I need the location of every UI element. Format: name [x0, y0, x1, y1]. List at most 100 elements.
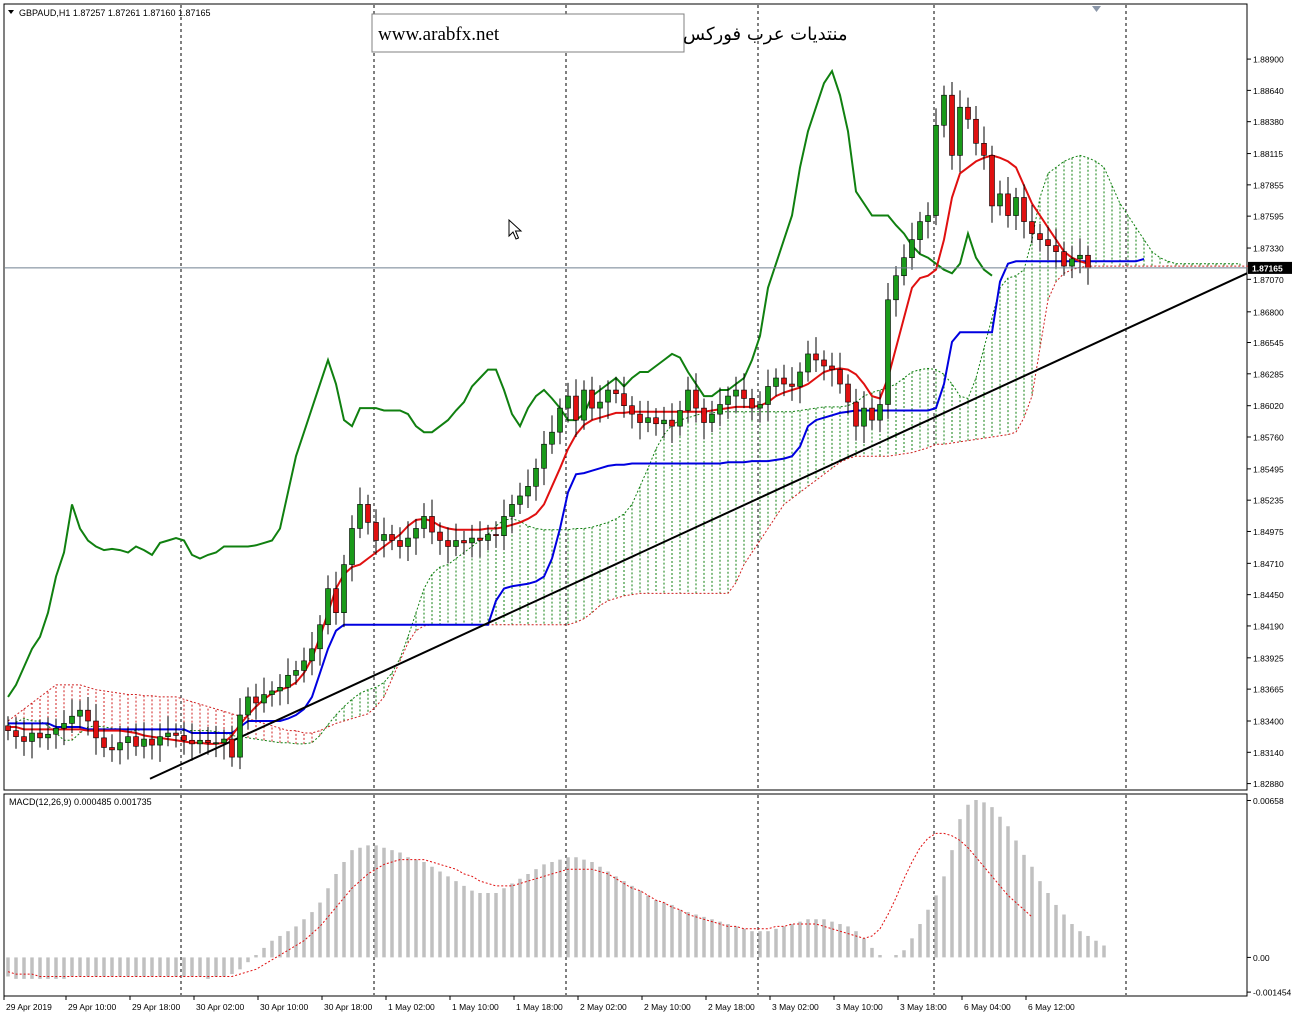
- bear-candle-body: [589, 389, 595, 409]
- candlestick: [685, 376, 691, 423]
- bear-candle-body: [949, 94, 955, 156]
- candlestick: [845, 374, 851, 415]
- candlestick: [1053, 228, 1059, 269]
- chart-shift-marker-icon[interactable]: [1092, 6, 1101, 12]
- bull-candle-body: [1077, 254, 1083, 260]
- bull-candle-body: [221, 738, 227, 743]
- time-tick-label: 30 Apr 10:00: [260, 1002, 308, 1012]
- candlestick: [829, 352, 835, 387]
- candlestick: [613, 376, 619, 404]
- candlestick: [997, 180, 1003, 216]
- bear-candle-body: [109, 747, 115, 751]
- bull-candle-body: [157, 736, 163, 746]
- candlestick: [381, 517, 387, 558]
- candlestick: [357, 487, 363, 539]
- bull-candle-body: [597, 401, 603, 409]
- trendline-layer: [149, 272, 1248, 780]
- candlestick: [325, 575, 331, 635]
- bull-candle-body: [541, 443, 547, 469]
- bull-candle-body: [381, 534, 387, 541]
- candlestick: [333, 571, 339, 625]
- bull-candle-body: [421, 516, 427, 529]
- bear-candle-body: [21, 736, 27, 742]
- bull-candle-body: [269, 690, 275, 695]
- candlestick: [549, 415, 555, 454]
- symbol-dropdown-icon[interactable]: [8, 10, 14, 14]
- candlestick: [133, 723, 139, 756]
- price-tick-label: 1.88640: [1253, 86, 1284, 96]
- mouse-cursor-icon: [508, 218, 523, 240]
- candlestick: [701, 398, 707, 440]
- candlestick: [285, 658, 291, 705]
- price-tick-label: 1.84710: [1253, 559, 1284, 569]
- bull-candle-body: [877, 404, 883, 421]
- bull-candle-body: [237, 714, 243, 758]
- candlestick: [757, 391, 763, 423]
- bear-candle-body: [613, 389, 619, 394]
- bull-candle-body: [413, 528, 419, 539]
- candlestick: [693, 373, 699, 423]
- candlestick: [725, 386, 731, 419]
- bull-candle-body: [757, 404, 763, 409]
- bull-candle-body: [709, 413, 715, 423]
- bear-candle-body: [477, 537, 483, 541]
- bear-candle-body: [437, 531, 443, 541]
- candlestick: [605, 380, 611, 419]
- candlestick: [789, 367, 795, 401]
- bull-candle-body: [125, 736, 131, 743]
- candlestick: [1061, 242, 1067, 276]
- bull-candle-body: [941, 94, 947, 126]
- bear-candle-body: [1037, 233, 1043, 240]
- time-tick-label: 1 May 18:00: [516, 1002, 563, 1012]
- bear-candle-body: [333, 588, 339, 613]
- bull-candle-body: [317, 624, 323, 650]
- bull-candle-body: [533, 467, 539, 487]
- candlestick: [173, 723, 179, 748]
- candlestick: [573, 379, 579, 437]
- bull-candle-body: [581, 389, 587, 421]
- bull-candle-body: [733, 389, 739, 397]
- bull-candle-body: [765, 386, 771, 405]
- bull-candle-body: [565, 395, 571, 409]
- candlestick: [429, 499, 435, 545]
- price-tick-label: 1.87595: [1253, 212, 1284, 222]
- price-tick-label: 1.86020: [1253, 401, 1284, 411]
- candlestick: [645, 400, 651, 433]
- chikou-span-line: [7, 68, 993, 698]
- price-tick-label: 1.87330: [1253, 244, 1284, 254]
- bull-candle-body: [29, 732, 35, 742]
- candlestick: [741, 373, 747, 409]
- price-tick-label: 1.87070: [1253, 275, 1284, 285]
- time-tick-label: 30 Apr 02:00: [196, 1002, 244, 1012]
- candlestick: [157, 723, 163, 762]
- candlestick: [61, 710, 67, 746]
- candlestick: [933, 108, 939, 226]
- candlestick: [1069, 245, 1075, 279]
- candlestick: [629, 396, 635, 429]
- bull-candle-body: [917, 221, 923, 240]
- candlestick: [165, 716, 171, 747]
- bull-candle-body: [293, 670, 299, 676]
- bull-candle-body: [245, 696, 251, 716]
- bull-candle-body: [453, 540, 459, 547]
- bull-candle-body: [925, 215, 931, 222]
- macd-panel-frame: [3, 793, 1248, 997]
- time-tick-label: 3 May 02:00: [772, 1002, 819, 1012]
- candlestick: [85, 696, 91, 736]
- bull-candle-body: [797, 371, 803, 387]
- bull-candle-body: [677, 410, 683, 427]
- time-tick-label: 1 May 02:00: [388, 1002, 435, 1012]
- candlestick: [853, 388, 859, 441]
- bull-candle-body: [197, 739, 203, 745]
- bear-candle-body: [1085, 254, 1091, 269]
- bear-candle-body: [189, 739, 195, 745]
- bear-candle-body: [149, 738, 155, 746]
- candlestick: [453, 523, 459, 557]
- price-tick-label: 1.88900: [1253, 55, 1284, 65]
- bear-candle-body: [205, 739, 211, 743]
- bull-candle-body: [517, 495, 523, 505]
- bear-candle-body: [493, 534, 499, 536]
- bull-candle-body: [933, 124, 939, 216]
- candlestick: [205, 727, 211, 755]
